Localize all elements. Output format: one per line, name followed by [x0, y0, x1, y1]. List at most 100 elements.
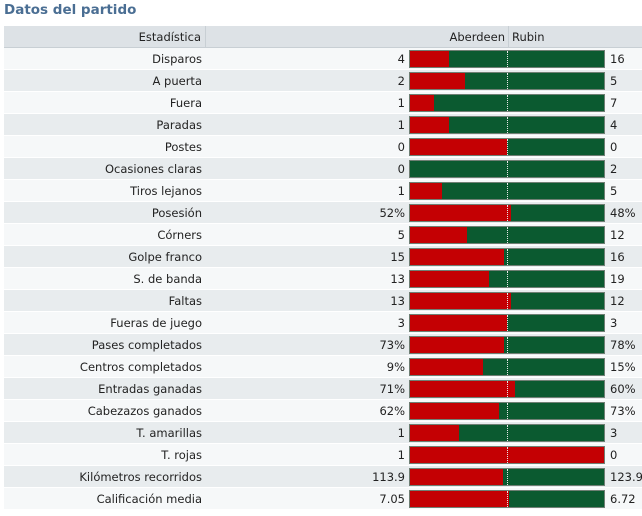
away-value: 16 — [610, 51, 625, 66]
table-row: Fueras de juego 3 3 — [4, 312, 642, 334]
midpoint-marker — [507, 402, 508, 419]
home-value: 0 — [397, 161, 405, 176]
stat-label: Calificación media — [96, 491, 202, 506]
midpoint-marker — [507, 138, 508, 155]
stat-label: Disparos — [152, 51, 202, 66]
stat-label: Faltas — [168, 293, 202, 308]
stat-label: Centros completados — [79, 359, 202, 374]
home-value: 1 — [397, 183, 405, 198]
home-share-fill — [410, 380, 516, 397]
midpoint-marker — [507, 50, 508, 67]
comparison-bar — [409, 181, 605, 200]
stat-label: Paradas — [156, 117, 202, 132]
home-share-fill — [410, 270, 489, 287]
home-value: 13 — [390, 293, 405, 308]
midpoint-marker — [507, 468, 508, 485]
midpoint-marker — [507, 226, 508, 243]
home-share-fill — [410, 336, 504, 353]
midpoint-marker — [507, 380, 508, 397]
home-value: 113.9 — [372, 469, 405, 484]
comparison-bar — [409, 247, 605, 266]
comparison-bar — [409, 489, 605, 508]
midpoint-marker — [507, 204, 508, 221]
midpoint-marker — [507, 358, 508, 375]
stat-rows: Disparos 4 16 A puerta 2 5 Fuera 1 7 Paradas 1 4 Pos… — [4, 48, 642, 510]
page-title: Datos del partido — [4, 2, 137, 18]
stat-label: Cabezazos ganados — [87, 403, 202, 418]
midpoint-marker — [507, 248, 508, 265]
home-share-fill — [410, 94, 435, 111]
midpoint-marker — [507, 72, 508, 89]
away-value: 6.72 — [610, 491, 636, 506]
stat-label: Tiros lejanos — [130, 183, 202, 198]
home-value: 15 — [390, 249, 405, 264]
home-value: 9% — [386, 359, 405, 374]
comparison-bar — [409, 313, 605, 332]
table-row: Faltas 13 12 — [4, 290, 642, 312]
table-row: Centros completados 9% 15% — [4, 356, 642, 378]
comparison-bar — [409, 467, 605, 486]
home-share-fill — [410, 292, 511, 309]
home-share-fill — [410, 50, 449, 67]
away-value: 4 — [610, 117, 618, 132]
home-value: 1 — [397, 117, 405, 132]
home-value: 71% — [379, 381, 405, 396]
stat-column-header[interactable]: Estadística — [4, 26, 206, 47]
home-team-header[interactable]: Aberdeen — [449, 30, 505, 44]
away-value: 15% — [610, 359, 636, 374]
midpoint-marker — [507, 116, 508, 133]
table-row: Golpe franco 15 16 — [4, 246, 642, 268]
comparison-bar — [409, 93, 605, 112]
table-row: Entradas ganadas 71% 60% — [4, 378, 642, 400]
away-value: 19 — [610, 271, 625, 286]
stat-label: A puerta — [152, 73, 202, 88]
home-value: 5 — [397, 227, 405, 242]
home-value: 7.05 — [379, 491, 405, 506]
comparison-bar — [409, 137, 605, 156]
home-value: 1 — [397, 425, 405, 440]
table-row: Tiros lejanos 1 5 — [4, 180, 642, 202]
stat-label: Entradas ganadas — [98, 381, 202, 396]
midpoint-marker — [507, 446, 508, 463]
home-value: 0 — [397, 139, 405, 154]
away-value: 5 — [610, 73, 618, 88]
stat-label: Fuera — [169, 95, 202, 110]
away-value: 78% — [610, 337, 636, 352]
table-row: Paradas 1 4 — [4, 114, 642, 136]
table-row: T. rojas 1 0 — [4, 444, 642, 466]
comparison-bar — [409, 49, 605, 68]
away-value: 5 — [610, 183, 618, 198]
away-team-header[interactable]: Rubin — [512, 30, 545, 44]
home-share-fill — [410, 490, 510, 507]
midpoint-marker — [507, 160, 508, 177]
comparison-bar — [409, 401, 605, 420]
comparison-bar — [409, 115, 605, 134]
table-row: Kilómetros recorridos 113.9 123.9 — [4, 466, 642, 488]
table-row: Postes 0 0 — [4, 136, 642, 158]
comparison-bar — [409, 225, 605, 244]
home-share-fill — [410, 358, 483, 375]
away-value: 12 — [610, 293, 625, 308]
midpoint-marker — [507, 292, 508, 309]
table-row: Córners 5 12 — [4, 224, 642, 246]
home-share-fill — [410, 182, 443, 199]
home-share-fill — [410, 314, 507, 331]
home-value: 52% — [379, 205, 405, 220]
home-share-fill — [410, 204, 511, 221]
midpoint-marker — [507, 94, 508, 111]
home-share-fill — [410, 468, 503, 485]
away-value: 48% — [610, 205, 636, 220]
away-value: 12 — [610, 227, 625, 242]
away-value: 0 — [610, 139, 618, 154]
stat-label: S. de banda — [133, 271, 202, 286]
home-value: 1 — [397, 447, 405, 462]
home-value: 1 — [397, 95, 405, 110]
table-row: Cabezazos ganados 62% 73% — [4, 400, 642, 422]
stat-label: Pases completados — [91, 337, 202, 352]
match-stats-table: Estadística Aberdeen Rubin Disparos 4 16 A … — [4, 26, 642, 510]
home-value: 62% — [379, 403, 405, 418]
stat-label: Posesión — [151, 205, 202, 220]
comparison-bar — [409, 379, 605, 398]
away-value: 123.9 — [610, 469, 642, 484]
table-row: Ocasiones claras 0 2 — [4, 158, 642, 180]
